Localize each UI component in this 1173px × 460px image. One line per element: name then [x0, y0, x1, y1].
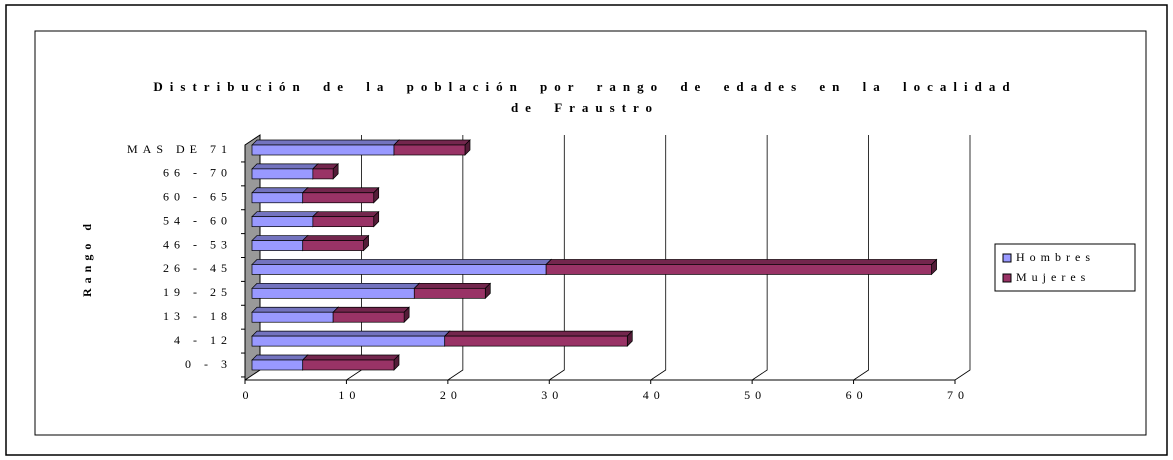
y-tick-label: 60 - 65: [163, 190, 232, 204]
bar: [393, 139, 471, 156]
bar-front: [251, 240, 304, 251]
bar-top: [545, 259, 938, 265]
bar: [251, 306, 339, 324]
bar-top: [251, 354, 309, 361]
bar: [332, 306, 410, 324]
y-tick-label: 26 - 45: [163, 261, 232, 275]
bar-front: [251, 192, 304, 204]
y-tick-label: 54 - 60: [163, 213, 232, 227]
bar-front: [332, 311, 405, 323]
grid-line: [650, 135, 667, 381]
grid-line: [751, 135, 768, 381]
bar-top: [251, 259, 552, 265]
bar: [251, 282, 421, 300]
bar-top: [251, 163, 319, 170]
bar-front: [251, 287, 415, 299]
bar-front: [251, 168, 314, 180]
bar-top: [413, 282, 492, 289]
bar: [312, 163, 339, 180]
bar: [251, 210, 319, 228]
bar: [251, 186, 309, 204]
outer-frame: [5, 4, 1168, 456]
bar: [545, 258, 938, 276]
bar: [301, 354, 400, 371]
bar-front: [312, 168, 334, 180]
x-tick-label: 10: [338, 388, 360, 402]
y-tick-label: 46 - 53: [163, 237, 232, 251]
y-tick-label: 19 - 25: [163, 285, 232, 299]
legend-label: Hombres: [1016, 250, 1095, 264]
bar: [312, 210, 380, 228]
grid-line: [954, 135, 971, 381]
x-tick-label: 50: [744, 388, 766, 402]
bar-front: [545, 264, 932, 275]
bar-front: [302, 359, 395, 371]
bar: [251, 330, 451, 347]
bar-top: [251, 211, 319, 218]
bar-front: [251, 359, 304, 371]
bar-top: [251, 187, 309, 194]
bar-front: [393, 144, 466, 156]
bar-front: [251, 264, 547, 275]
bar-top: [301, 235, 370, 241]
bar: [443, 330, 634, 347]
bar: [251, 258, 552, 276]
bar-top: [393, 139, 471, 146]
bar-front: [251, 335, 446, 347]
legend-swatch: [1002, 253, 1012, 263]
chart-area: [34, 30, 1147, 436]
bar-front: [251, 144, 395, 156]
bar-top: [332, 306, 410, 313]
grid-line: [549, 135, 565, 381]
bar-top: [301, 187, 380, 194]
bar-top: [443, 330, 634, 337]
legend-box: [994, 243, 1136, 292]
x-tick-label: 0: [243, 388, 254, 402]
bar-top: [251, 306, 339, 313]
bar-top: [251, 282, 421, 289]
x-tick-label: 70: [947, 388, 969, 402]
chart-title: Distribución de la población por rango d…: [153, 79, 1017, 115]
y-tick-label: 4 - 12: [174, 333, 232, 347]
y-axis-label: Rango d: [80, 219, 94, 297]
x-tick-label: 30: [541, 388, 563, 402]
bar-top: [251, 330, 451, 337]
bar: [301, 186, 380, 204]
bar: [301, 234, 370, 252]
legend-swatch: [1002, 273, 1012, 283]
bar-front: [251, 311, 334, 323]
y-tick-label: 13 - 18: [163, 309, 232, 323]
bar-front: [302, 240, 364, 251]
bar-top: [251, 139, 400, 146]
bar-front: [302, 192, 375, 204]
y-tick-label: 66 - 70: [163, 166, 232, 180]
legend-label: Mujeres: [1016, 270, 1090, 284]
bar-top: [251, 235, 309, 241]
x-tick-label: 60: [846, 388, 868, 402]
bar-top: [301, 354, 400, 361]
y-tick-label: MAS DE 71: [127, 142, 232, 156]
bar: [251, 139, 400, 156]
bar-front: [251, 216, 314, 228]
y-tick-label: 0 - 3: [185, 357, 232, 371]
x-tick-label: 20: [440, 388, 462, 402]
bar-front: [312, 216, 375, 228]
bar-front: [413, 287, 486, 299]
x-tick-label: 40: [643, 388, 665, 402]
bar: [413, 282, 492, 300]
bar: [251, 163, 319, 180]
bar-top: [312, 211, 380, 218]
grid-line: [447, 135, 464, 381]
bar: [251, 354, 309, 371]
bar: [251, 234, 309, 252]
grid-line: [853, 135, 869, 381]
bar-front: [444, 335, 628, 347]
